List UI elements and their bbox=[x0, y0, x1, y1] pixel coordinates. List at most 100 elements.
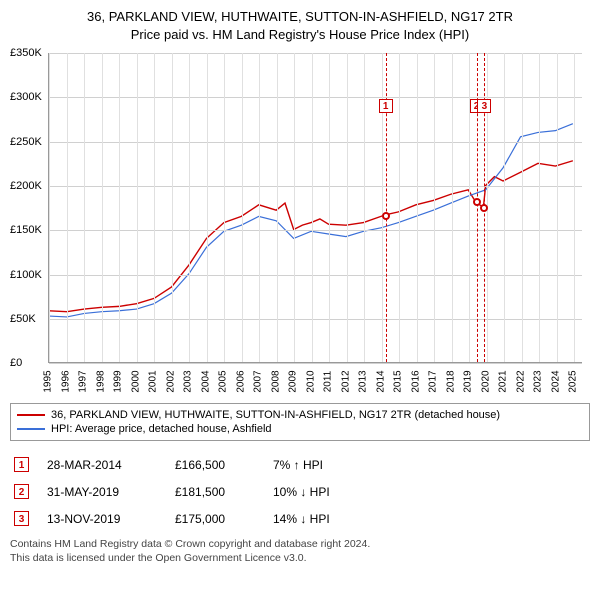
gridline-vertical bbox=[137, 53, 138, 362]
x-tick-label: 1997 bbox=[78, 370, 89, 392]
gridline-vertical bbox=[574, 53, 575, 362]
x-tick-label: 2001 bbox=[148, 370, 159, 392]
x-tick-label: 2004 bbox=[200, 370, 211, 392]
legend-swatch bbox=[17, 414, 45, 416]
x-tick-label: 2024 bbox=[550, 370, 561, 392]
gridline-vertical bbox=[67, 53, 68, 362]
gridline-vertical bbox=[259, 53, 260, 362]
transaction-date: 31-MAY-2019 bbox=[47, 485, 157, 499]
gridline-vertical bbox=[557, 53, 558, 362]
x-tick-label: 2010 bbox=[305, 370, 316, 392]
transaction-delta: 14% ↓ HPI bbox=[273, 512, 393, 526]
y-tick-label: £250K bbox=[10, 136, 42, 148]
gridline-vertical bbox=[364, 53, 365, 362]
transaction-price: £181,500 bbox=[175, 485, 255, 499]
x-tick-label: 2003 bbox=[183, 370, 194, 392]
x-tick-label: 2013 bbox=[358, 370, 369, 392]
x-tick-label: 2019 bbox=[463, 370, 474, 392]
gridline-vertical bbox=[452, 53, 453, 362]
x-tick-label: 2000 bbox=[130, 370, 141, 392]
gridline-vertical bbox=[154, 53, 155, 362]
title-line1: 36, PARKLAND VIEW, HUTHWAITE, SUTTON-IN-… bbox=[10, 8, 590, 26]
transaction-delta: 7% ↑ HPI bbox=[273, 458, 393, 472]
marker-box: 1 bbox=[379, 99, 393, 113]
x-tick-label: 2005 bbox=[218, 370, 229, 392]
gridline-horizontal bbox=[49, 319, 582, 320]
x-tick-label: 2020 bbox=[480, 370, 491, 392]
gridline-horizontal bbox=[49, 142, 582, 143]
x-tick-label: 2025 bbox=[568, 370, 579, 392]
gridline-vertical bbox=[242, 53, 243, 362]
gridline-horizontal bbox=[49, 363, 582, 364]
gridline-vertical bbox=[504, 53, 505, 362]
legend: 36, PARKLAND VIEW, HUTHWAITE, SUTTON-IN-… bbox=[10, 403, 590, 441]
x-tick-label: 1995 bbox=[43, 370, 54, 392]
gridline-vertical bbox=[277, 53, 278, 362]
gridline-vertical bbox=[189, 53, 190, 362]
gridline-vertical bbox=[84, 53, 85, 362]
gridline-vertical bbox=[102, 53, 103, 362]
transaction-marker: 3 bbox=[14, 511, 29, 526]
gridline-vertical bbox=[329, 53, 330, 362]
gridline-vertical bbox=[224, 53, 225, 362]
y-tick-label: £350K bbox=[10, 47, 42, 59]
gridline-vertical bbox=[294, 53, 295, 362]
title-block: 36, PARKLAND VIEW, HUTHWAITE, SUTTON-IN-… bbox=[10, 8, 590, 43]
y-tick-label: £0 bbox=[10, 357, 22, 369]
gridline-vertical bbox=[347, 53, 348, 362]
gridline-vertical bbox=[312, 53, 313, 362]
gridline-vertical bbox=[399, 53, 400, 362]
gridline-horizontal bbox=[49, 186, 582, 187]
legend-row: HPI: Average price, detached house, Ashf… bbox=[17, 422, 583, 436]
y-tick-label: £300K bbox=[10, 91, 42, 103]
gridline-horizontal bbox=[49, 53, 582, 54]
x-tick-label: 2021 bbox=[498, 370, 509, 392]
transaction-date: 13-NOV-2019 bbox=[47, 512, 157, 526]
x-tick-label: 2014 bbox=[375, 370, 386, 392]
gridline-vertical bbox=[539, 53, 540, 362]
gridline-vertical bbox=[49, 53, 50, 362]
transaction-price: £175,000 bbox=[175, 512, 255, 526]
transaction-price: £166,500 bbox=[175, 458, 255, 472]
transaction-marker: 2 bbox=[14, 484, 29, 499]
x-tick-label: 2006 bbox=[235, 370, 246, 392]
x-tick-label: 1999 bbox=[113, 370, 124, 392]
x-tick-label: 2012 bbox=[340, 370, 351, 392]
gridline-vertical bbox=[434, 53, 435, 362]
x-tick-label: 2009 bbox=[288, 370, 299, 392]
line-svg bbox=[49, 53, 582, 362]
x-tick-label: 2016 bbox=[410, 370, 421, 392]
gridline-vertical bbox=[172, 53, 173, 362]
gridline-horizontal bbox=[49, 230, 582, 231]
x-tick-label: 2022 bbox=[515, 370, 526, 392]
transaction-date: 28-MAR-2014 bbox=[47, 458, 157, 472]
x-tick-label: 2008 bbox=[270, 370, 281, 392]
gridline-horizontal bbox=[49, 97, 582, 98]
x-tick-label: 2018 bbox=[445, 370, 456, 392]
marker-dot bbox=[480, 204, 488, 212]
marker-dot bbox=[382, 212, 390, 220]
transaction-marker: 1 bbox=[14, 457, 29, 472]
x-tick-label: 2023 bbox=[533, 370, 544, 392]
x-tick-label: 1996 bbox=[60, 370, 71, 392]
chart-container: 36, PARKLAND VIEW, HUTHWAITE, SUTTON-IN-… bbox=[0, 0, 600, 573]
gridline-vertical bbox=[207, 53, 208, 362]
x-tick-label: 2015 bbox=[393, 370, 404, 392]
footer-line1: Contains HM Land Registry data © Crown c… bbox=[10, 538, 590, 552]
y-tick-label: £50K bbox=[10, 313, 36, 325]
gridline-horizontal bbox=[49, 275, 582, 276]
y-tick-label: £150K bbox=[10, 224, 42, 236]
transaction-row: 2 31-MAY-2019 £181,500 10% ↓ HPI bbox=[10, 478, 590, 505]
marker-box: 3 bbox=[477, 99, 491, 113]
transaction-row: 3 13-NOV-2019 £175,000 14% ↓ HPI bbox=[10, 505, 590, 532]
transaction-table: 1 28-MAR-2014 £166,500 7% ↑ HPI 2 31-MAY-2019… bbox=[10, 451, 590, 532]
x-tick-label: 2017 bbox=[428, 370, 439, 392]
footer: Contains HM Land Registry data © Crown c… bbox=[10, 538, 590, 565]
transaction-delta: 10% ↓ HPI bbox=[273, 485, 393, 499]
x-tick-label: 1998 bbox=[95, 370, 106, 392]
title-line2: Price paid vs. HM Land Registry's House … bbox=[10, 26, 590, 44]
legend-swatch bbox=[17, 428, 45, 430]
y-tick-label: £200K bbox=[10, 180, 42, 192]
legend-row: 36, PARKLAND VIEW, HUTHWAITE, SUTTON-IN-… bbox=[17, 408, 583, 422]
gridline-vertical bbox=[119, 53, 120, 362]
